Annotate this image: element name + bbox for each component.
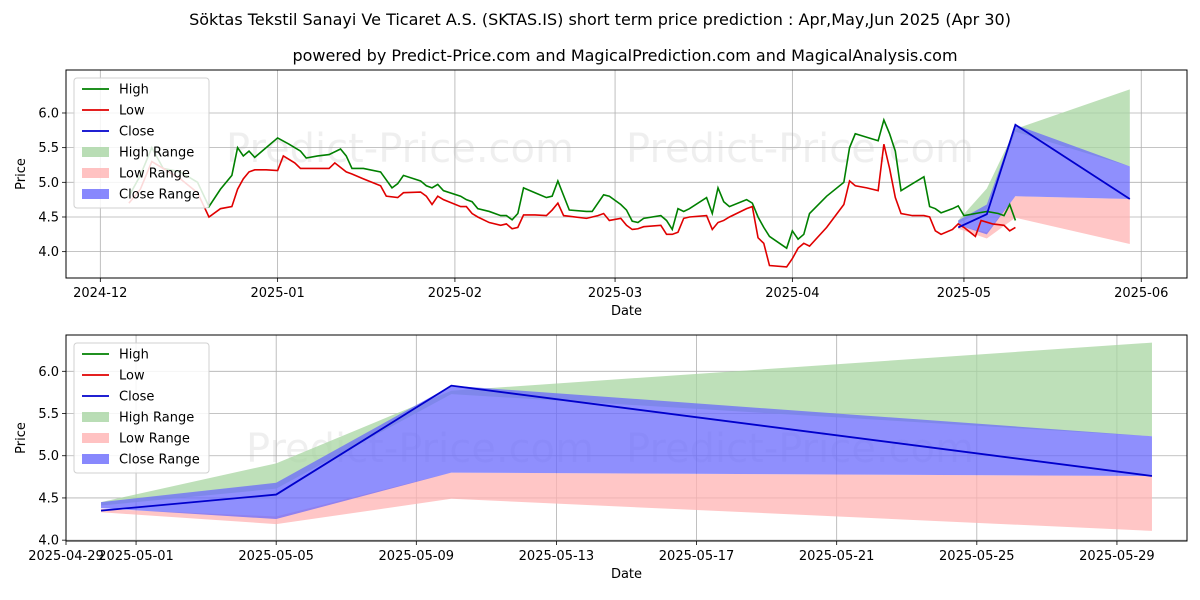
y-tick-label: 4.5 <box>38 210 59 225</box>
high-range-band <box>101 342 1152 506</box>
watermark-text: Predict-Price.com <box>226 276 574 322</box>
legend-entry-label: High Range <box>119 411 194 426</box>
legend-entry-label: High Range <box>119 146 194 161</box>
y-tick-label: 5.0 <box>38 176 59 191</box>
watermark-text: Predict-Price.com <box>626 126 974 172</box>
y-tick-label: 6.0 <box>38 106 59 121</box>
y-tick-label: 4.0 <box>38 245 59 260</box>
plot-frame <box>65 334 1188 542</box>
legend-swatch-patch <box>82 454 109 464</box>
low-series-line <box>128 144 1016 268</box>
chart-title: Söktas Tekstil Sanayi Ve Ticaret A.S. (S… <box>189 10 1011 29</box>
x-tick-label: 2025-05-05 <box>238 549 314 564</box>
y-tick-label: 5.5 <box>38 407 59 422</box>
legend-swatch-patch <box>82 433 109 443</box>
legend-entry-label: Low <box>119 369 145 384</box>
x-tick-label: 2025-06 <box>1114 286 1168 301</box>
y-axis-label: Price <box>14 158 29 190</box>
y-tick-label: 6.0 <box>38 365 59 380</box>
y-axis-label: Price <box>14 422 29 454</box>
top-panel: Predict-Price.com Predict-Price.com Predic… <box>14 69 1188 322</box>
legend-entry-label: Low Range <box>119 432 190 447</box>
plot-area <box>100 342 1153 531</box>
plot-frame <box>65 69 1188 279</box>
legend-entry-label: Close <box>119 390 154 405</box>
x-tick-label: 2025-05-09 <box>379 549 455 564</box>
plot-area <box>128 89 1131 268</box>
x-tick-label: 2025-04 <box>765 286 819 301</box>
high-range-band <box>958 89 1130 224</box>
legend-entry-label: Close Range <box>119 453 200 468</box>
x-axis-label: Date <box>611 304 642 319</box>
legend-swatch-patch <box>82 412 109 422</box>
close-range-band <box>958 124 1130 235</box>
watermark-group: Predict-Price.com Predict-Price.com Predic… <box>226 126 974 322</box>
x-tick-label: 2025-05-29 <box>1079 549 1155 564</box>
y-tick-label: 4.5 <box>38 491 59 506</box>
legend-entry-label: Low Range <box>119 167 190 182</box>
chart-subtitle: powered by Predict-Price.com and Magical… <box>292 46 957 65</box>
x-tick-label: 2024-12 <box>73 286 127 301</box>
x-tick-label: 2025-05-21 <box>799 549 875 564</box>
low-range-band <box>958 196 1130 245</box>
close-forecast-line <box>100 384 1153 512</box>
legend-entry-label: High <box>119 348 149 363</box>
x-tick-label: 2025-05-17 <box>659 549 735 564</box>
legend-entry-label: High <box>119 83 149 98</box>
y-tick-label: 5.5 <box>38 141 59 156</box>
low-range-band <box>101 472 1152 531</box>
y-tick-label: 4.0 <box>38 534 59 549</box>
legend-entry-label: Low <box>119 104 145 119</box>
x-axis-label: Date <box>611 567 642 582</box>
legend-entry-label: Close <box>119 125 154 140</box>
legend-swatch-patch <box>82 147 109 157</box>
x-tick-label: 2025-05 <box>937 286 991 301</box>
x-tick-label: 2025-05-13 <box>519 549 595 564</box>
legend-entry-label: Close Range <box>119 188 200 203</box>
x-tick-label: 2025-05-25 <box>939 549 1015 564</box>
close-range-band <box>101 385 1152 520</box>
x-tick-label: 2025-01 <box>250 286 304 301</box>
legend-swatch-patch <box>82 189 109 199</box>
y-tick-label: 5.0 <box>38 449 59 464</box>
watermark-text: Predict-Price.com <box>226 126 574 172</box>
x-tick-label: 2025-02 <box>428 286 482 301</box>
x-tick-label: 2025-04-29 <box>28 549 104 564</box>
legend: High Low Close High Range Low Range Close Ran… <box>73 342 210 474</box>
close-forecast-line <box>957 123 1131 229</box>
legend-swatch-patch <box>82 168 109 178</box>
x-tick-label: 2025-05-01 <box>98 549 174 564</box>
watermark-text: Predict-Price.com <box>626 276 974 322</box>
high-series-line <box>128 117 1017 250</box>
x-tick-label: 2025-03 <box>588 286 642 301</box>
legend: High Low Close High Range Low Range Close Ran… <box>73 77 210 209</box>
bottom-panel: Predict-Price.comPredict-Price.com2025-0… <box>14 334 1188 582</box>
